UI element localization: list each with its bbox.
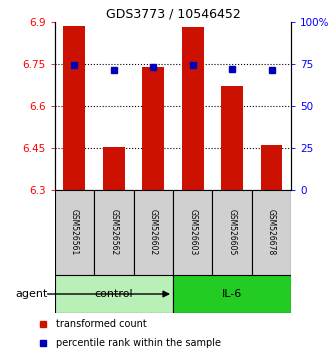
Bar [142, 67, 164, 190]
Text: control: control [94, 289, 133, 299]
Text: transformed count: transformed count [56, 319, 147, 330]
Bar [55, 275, 173, 313]
Text: GSM526561: GSM526561 [70, 209, 79, 256]
Bar [213, 190, 252, 275]
Bar [252, 190, 291, 275]
Text: IL-6: IL-6 [222, 289, 242, 299]
Text: GSM526562: GSM526562 [109, 209, 118, 256]
Text: GSM526605: GSM526605 [228, 209, 237, 256]
Text: GSM526678: GSM526678 [267, 209, 276, 256]
Text: percentile rank within the sample: percentile rank within the sample [56, 337, 221, 348]
Bar [173, 190, 213, 275]
Bar [94, 190, 133, 275]
Text: agent: agent [16, 289, 48, 299]
Title: GDS3773 / 10546452: GDS3773 / 10546452 [106, 8, 240, 21]
Bar [182, 27, 204, 190]
Bar [173, 275, 291, 313]
Bar [133, 190, 173, 275]
Bar [64, 26, 85, 190]
Bar [221, 86, 243, 190]
Bar [103, 147, 125, 190]
Bar [55, 190, 94, 275]
Bar [261, 145, 282, 190]
Text: GSM526602: GSM526602 [149, 209, 158, 256]
Text: GSM526603: GSM526603 [188, 209, 197, 256]
